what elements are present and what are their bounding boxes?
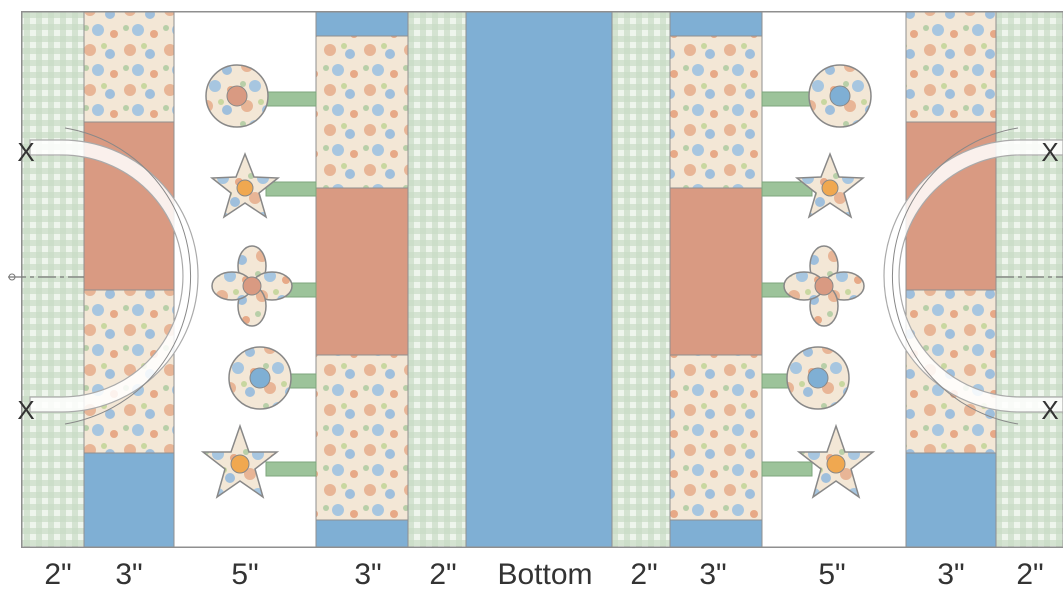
flower-pinwheel-icon xyxy=(211,245,293,327)
width-label-right-gingham: 2" xyxy=(1016,558,1044,591)
gingham-strip-right-2in xyxy=(995,11,1063,548)
blue-block-right-inner-bottom xyxy=(669,519,763,548)
handle-guide-left xyxy=(64,127,192,425)
terracotta-block-left-inner xyxy=(315,187,409,356)
blue-block-right xyxy=(905,452,997,548)
flower-circle-icon xyxy=(808,64,872,128)
gingham-strip-left-inner-2in xyxy=(407,11,467,548)
blue-block-right-inner-top xyxy=(669,11,763,37)
gingham-strip-left-2in xyxy=(21,11,85,548)
flower-star-icon xyxy=(200,423,280,499)
width-label-left-floral: 3" xyxy=(115,558,143,591)
x-mark-left-top: X xyxy=(17,137,35,167)
blue-block-left-inner-bottom xyxy=(315,519,409,548)
width-label-right-inner-floral: 3" xyxy=(699,558,727,591)
terracotta-block-right-inner xyxy=(669,187,763,356)
flower-star-icon xyxy=(796,423,876,499)
flower-star-icon xyxy=(209,151,281,219)
handle-arc-right xyxy=(883,139,1063,413)
bottom-panel xyxy=(465,11,613,548)
handle-arc-left xyxy=(29,139,199,413)
blue-block-left xyxy=(83,452,175,548)
x-mark-right-top: X xyxy=(1041,137,1059,167)
flower-circle-icon xyxy=(205,64,269,128)
x-mark-right-bottom: X xyxy=(1041,395,1059,425)
width-label-left-inner-gingham: 2" xyxy=(429,558,457,591)
flower-circle-icon xyxy=(786,346,850,410)
flower-circle-icon xyxy=(228,346,292,410)
width-label-left-white: 5" xyxy=(231,558,259,591)
gingham-strip-right-inner-2in xyxy=(611,11,671,548)
width-label-right-inner-gingham: 2" xyxy=(630,558,658,591)
x-mark-left-bottom: X xyxy=(17,395,35,425)
width-label-left-gingham: 2" xyxy=(44,558,72,591)
flower-pinwheel-icon xyxy=(783,245,865,327)
width-label-left-inner-floral: 3" xyxy=(354,558,382,591)
width-label-right-floral: 3" xyxy=(937,558,965,591)
handle-guide-right xyxy=(891,127,1019,425)
blue-block-left-inner-top xyxy=(315,11,409,37)
width-label-right-white: 5" xyxy=(818,558,846,591)
width-label-bottom: Bottom xyxy=(497,558,593,591)
center-mark-left xyxy=(8,273,16,281)
flower-star-icon xyxy=(794,151,866,219)
